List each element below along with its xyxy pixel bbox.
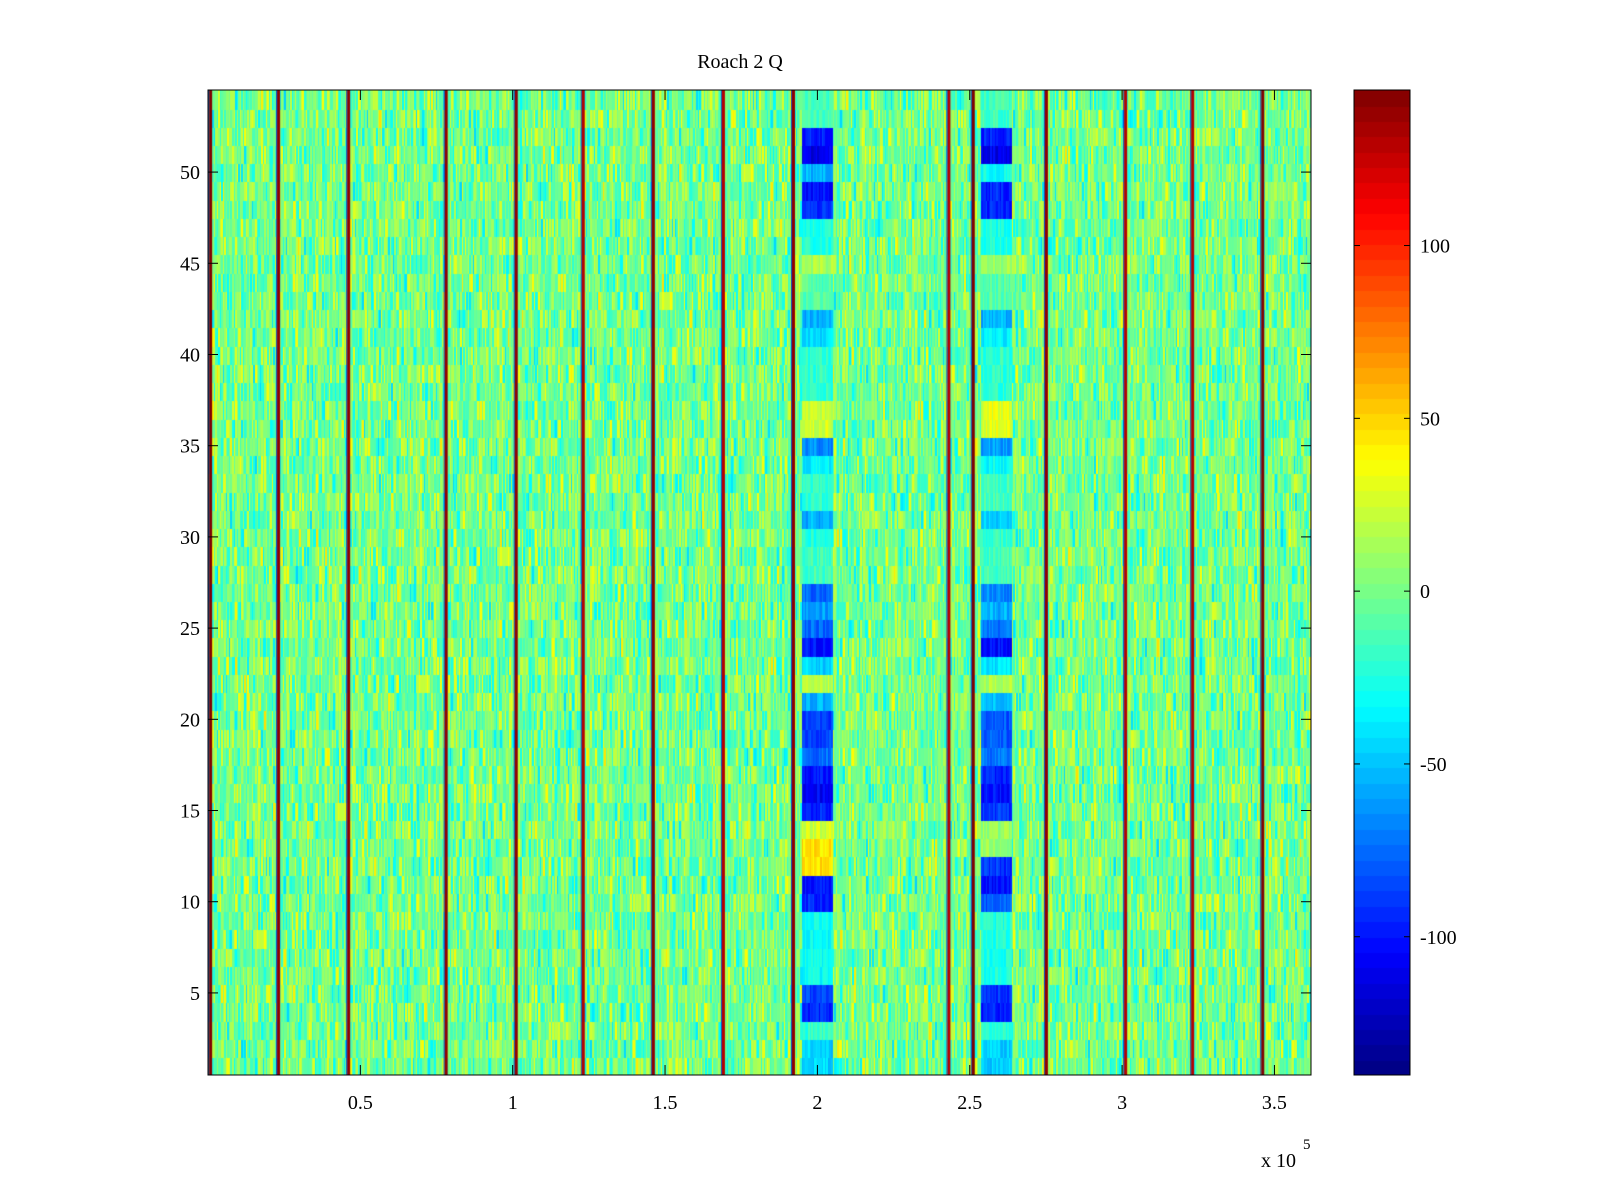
y-axis: 5 10 15 20 25 30 35 40 45 50 [180, 162, 1311, 1005]
x-tick-label: 1.5 [653, 1092, 678, 1114]
y-tick-label: 40 [180, 344, 200, 366]
x-tick-label: 0.5 [348, 1092, 373, 1114]
heatmap-plot-area [208, 90, 1311, 1075]
x-tick-label: 3 [1117, 1092, 1127, 1114]
x-tick-label: 2 [812, 1092, 822, 1114]
y-tick-label: 5 [190, 983, 200, 1005]
y-tick-label: 15 [180, 801, 200, 823]
y-tick-label: 25 [180, 618, 200, 640]
y-tick-label: 50 [180, 162, 200, 184]
colorbar-area [1354, 90, 1410, 1075]
colorbar-box [1353, 89, 1411, 1076]
chart-title: Roach 2 Q [697, 51, 783, 73]
x-axis: 0.5 1 1.5 2 2.5 3 3.5 [348, 90, 1287, 1114]
y-tick-label: 30 [180, 527, 200, 549]
y-tick-label: 10 [180, 892, 200, 914]
heatmap-image [208, 90, 1311, 1075]
y-tick-label: 35 [180, 436, 200, 458]
x-tick-label: 2.5 [957, 1092, 982, 1114]
x-multiplier-text: x 10 [1261, 1150, 1296, 1172]
colorbar-tick-label: 0 [1420, 581, 1430, 603]
plot-axes-box [207, 89, 1312, 1076]
colorbar-tick-label: 100 [1420, 236, 1450, 258]
x-tick-label: 3.5 [1262, 1092, 1287, 1114]
colorbar-axis: -100 -50 0 50 100 [1354, 236, 1457, 949]
x-multiplier-exponent: 5 [1303, 1137, 1311, 1153]
colorbar-tick-label: -50 [1420, 754, 1447, 776]
x-tick-label: 1 [508, 1092, 518, 1114]
y-tick-label: 45 [180, 253, 200, 275]
colorbar-gradient [1354, 90, 1410, 1075]
colorbar-tick-label: 50 [1420, 408, 1440, 430]
y-tick-label: 20 [180, 709, 200, 731]
colorbar-tick-label: -100 [1420, 927, 1457, 949]
